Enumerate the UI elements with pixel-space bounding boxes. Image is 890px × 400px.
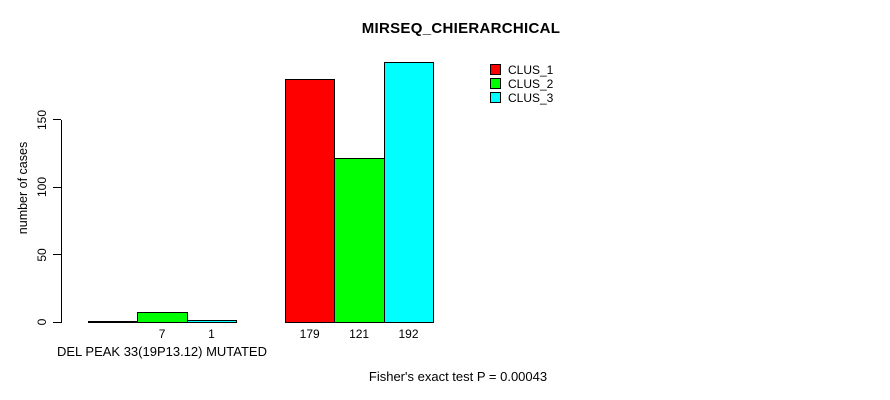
y-tick-label: 150 xyxy=(35,109,49,130)
y-axis-tick xyxy=(53,321,61,323)
bar-clus_2-group1 xyxy=(137,311,188,323)
x-group-label: DEL PEAK 33(19P13.12) MUTATED xyxy=(56,344,267,359)
y-tick-label: 100 xyxy=(35,176,49,198)
bar-clus_2-group2 xyxy=(334,157,385,323)
bar-clus_3-group2 xyxy=(383,61,435,323)
y-tick-label: 50 xyxy=(35,247,49,262)
legend-swatch-clus_3 xyxy=(490,92,501,103)
fisher-test-annotation: Fisher's exact test P = 0.00043 xyxy=(368,369,548,384)
bar-clus_1-group2 xyxy=(285,79,336,323)
legend-swatch-clus_1 xyxy=(490,64,501,75)
legend-label: CLUS_2 xyxy=(508,77,554,91)
bar-clus_1-group1 xyxy=(88,321,139,323)
bar-value-label: 1 xyxy=(208,327,215,341)
y-axis-tick xyxy=(53,186,61,188)
bar-value-label: 121 xyxy=(349,327,370,341)
y-axis-tick xyxy=(53,119,61,121)
bar-value-label: 7 xyxy=(158,327,166,341)
legend-swatch-clus_2 xyxy=(490,78,501,89)
y-axis-tick xyxy=(53,254,61,256)
y-axis-line xyxy=(60,119,62,323)
chart-title: MIRSEQ_CHIERARCHICAL xyxy=(361,20,561,37)
bar-value-label: 179 xyxy=(299,327,320,341)
legend-label: CLUS_3 xyxy=(508,91,554,105)
bar-value-label: 192 xyxy=(398,327,419,341)
y-axis-label: number of cases xyxy=(16,141,30,235)
y-tick-label: 0 xyxy=(35,318,49,326)
bar-clus_3-group1 xyxy=(186,319,238,323)
legend-label: CLUS_1 xyxy=(508,63,554,77)
